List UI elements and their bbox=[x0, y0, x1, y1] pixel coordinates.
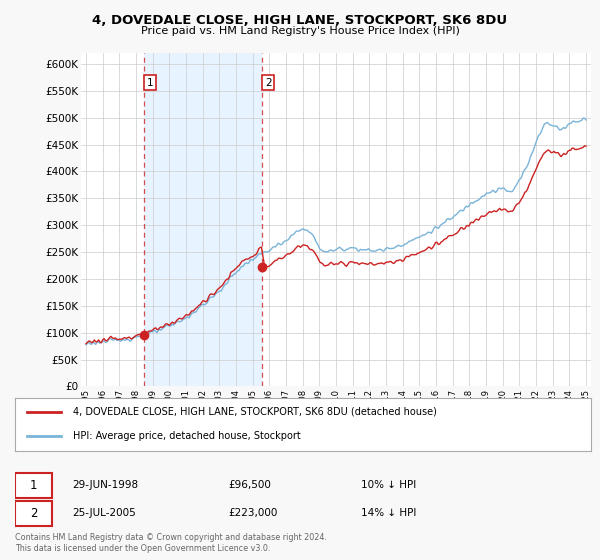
Text: 10% ↓ HPI: 10% ↓ HPI bbox=[361, 480, 416, 490]
Text: Price paid vs. HM Land Registry's House Price Index (HPI): Price paid vs. HM Land Registry's House … bbox=[140, 26, 460, 36]
Text: 2: 2 bbox=[30, 507, 37, 520]
Text: 29-JUN-1998: 29-JUN-1998 bbox=[73, 480, 139, 490]
Text: 4, DOVEDALE CLOSE, HIGH LANE, STOCKPORT, SK6 8DU: 4, DOVEDALE CLOSE, HIGH LANE, STOCKPORT,… bbox=[92, 14, 508, 27]
Text: 1: 1 bbox=[147, 78, 154, 88]
Text: 14% ↓ HPI: 14% ↓ HPI bbox=[361, 508, 416, 518]
Text: HPI: Average price, detached house, Stockport: HPI: Average price, detached house, Stoc… bbox=[73, 431, 301, 441]
FancyBboxPatch shape bbox=[15, 473, 52, 498]
Text: 25-JUL-2005: 25-JUL-2005 bbox=[73, 508, 136, 518]
Bar bbox=[145, 53, 262, 386]
Text: 2: 2 bbox=[265, 78, 271, 88]
Text: 4, DOVEDALE CLOSE, HIGH LANE, STOCKPORT, SK6 8DU (detached house): 4, DOVEDALE CLOSE, HIGH LANE, STOCKPORT,… bbox=[73, 407, 436, 417]
Text: £223,000: £223,000 bbox=[228, 508, 277, 518]
Text: Contains HM Land Registry data © Crown copyright and database right 2024.
This d: Contains HM Land Registry data © Crown c… bbox=[15, 533, 327, 553]
Text: 1: 1 bbox=[30, 479, 37, 492]
FancyBboxPatch shape bbox=[15, 501, 52, 526]
Text: £96,500: £96,500 bbox=[228, 480, 271, 490]
